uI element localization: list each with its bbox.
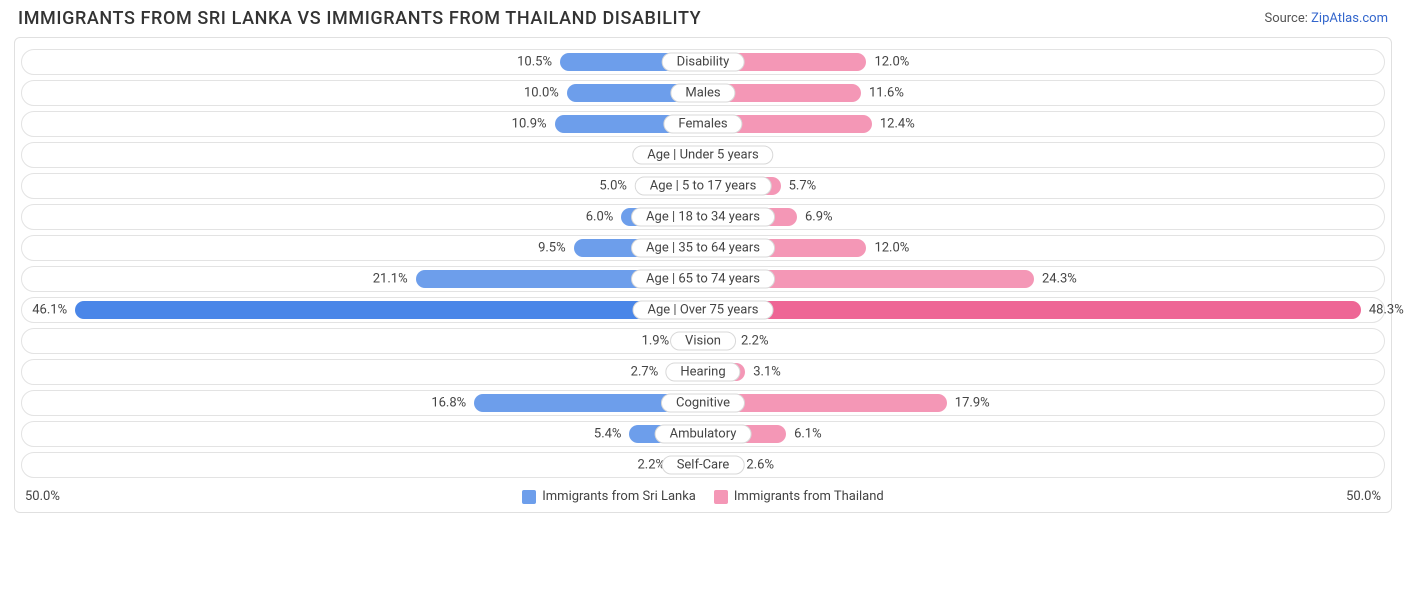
category-label: Cognitive <box>661 394 745 413</box>
category-label: Age | 5 to 17 years <box>635 177 772 196</box>
legend-swatch-right <box>714 490 728 504</box>
value-left: 10.5% <box>517 55 552 70</box>
chart-row: 9.5% 12.0% Age | 35 to 64 years <box>21 235 1385 261</box>
legend-swatch-left <box>522 490 536 504</box>
chart-row: 10.0% 11.6% Males <box>21 80 1385 106</box>
category-label: Females <box>663 115 742 134</box>
source-link[interactable]: ZipAtlas.com <box>1311 11 1388 26</box>
category-label: Disability <box>662 53 745 72</box>
chart-footer: 50.0% Immigrants from Sri Lanka Immigran… <box>21 483 1385 504</box>
value-right: 2.6% <box>746 458 774 473</box>
value-left: 5.4% <box>594 427 622 442</box>
category-label: Age | Over 75 years <box>633 301 774 320</box>
category-label: Self-Care <box>662 456 745 475</box>
axis-right-max: 50.0% <box>1346 489 1381 504</box>
value-right: 6.9% <box>805 210 833 225</box>
chart-row: 46.1%48.3%Age | Over 75 years <box>21 297 1385 323</box>
legend-label-left: Immigrants from Sri Lanka <box>542 489 696 504</box>
value-right: 24.3% <box>1042 272 1077 287</box>
category-label: Hearing <box>665 363 740 382</box>
value-right: 48.3% <box>1369 303 1404 318</box>
value-right: 2.2% <box>741 334 769 349</box>
value-left: 6.0% <box>586 210 614 225</box>
chart-row: 10.9% 12.4% Females <box>21 111 1385 137</box>
category-label: Males <box>670 84 735 103</box>
diverging-bar-chart: 10.5% 12.0% Disability 10.0% 11.6% Males 10.9%… <box>14 37 1392 513</box>
chart-title: IMMIGRANTS FROM SRI LANKA VS IMMIGRANTS … <box>18 8 701 29</box>
chart-row: 6.0% 6.9% Age | 18 to 34 years <box>21 204 1385 230</box>
value-left: 5.0% <box>599 179 627 194</box>
category-label: Age | 18 to 34 years <box>631 208 775 227</box>
chart-row: 2.2%2.6%Self-Care <box>21 452 1385 478</box>
bar-left <box>75 301 703 319</box>
chart-row: 21.1% 24.3% Age | 65 to 74 years <box>21 266 1385 292</box>
chart-row: 10.5% 12.0% Disability <box>21 49 1385 75</box>
category-label: Vision <box>670 332 736 351</box>
legend-item-left: Immigrants from Sri Lanka <box>522 489 696 504</box>
value-right: 17.9% <box>955 396 990 411</box>
chart-row: 1.1%1.2%Age | Under 5 years <box>21 142 1385 168</box>
value-left: 46.1% <box>32 303 67 318</box>
chart-row: 16.8% 17.9% Cognitive <box>21 390 1385 416</box>
category-label: Ambulatory <box>655 425 752 444</box>
category-label: Age | Under 5 years <box>632 146 773 165</box>
value-left: 2.7% <box>631 365 659 380</box>
chart-row: 1.9% 2.2% Vision <box>21 328 1385 354</box>
value-right: 12.0% <box>874 55 909 70</box>
value-right: 5.7% <box>789 179 817 194</box>
legend-label-right: Immigrants from Thailand <box>734 489 884 504</box>
value-right: 3.1% <box>753 365 781 380</box>
source-prefix: Source: <box>1264 11 1311 26</box>
value-left: 1.9% <box>642 334 670 349</box>
value-right: 6.1% <box>794 427 822 442</box>
chart-source: Source: ZipAtlas.com <box>1264 11 1388 26</box>
chart-rows: 10.5% 12.0% Disability 10.0% 11.6% Males 10.9%… <box>21 49 1385 478</box>
value-right: 12.4% <box>880 117 915 132</box>
axis-left-max: 50.0% <box>25 489 60 504</box>
chart-header: IMMIGRANTS FROM SRI LANKA VS IMMIGRANTS … <box>0 0 1406 33</box>
value-left: 10.0% <box>524 86 559 101</box>
category-label: Age | 35 to 64 years <box>631 239 775 258</box>
value-left: 16.8% <box>431 396 466 411</box>
value-right: 12.0% <box>874 241 909 256</box>
legend: Immigrants from Sri Lanka Immigrants fro… <box>522 489 884 504</box>
legend-item-right: Immigrants from Thailand <box>714 489 884 504</box>
value-left: 9.5% <box>538 241 566 256</box>
chart-row: 2.7% 3.1% Hearing <box>21 359 1385 385</box>
value-left: 10.9% <box>512 117 547 132</box>
chart-row: 5.0% 5.7% Age | 5 to 17 years <box>21 173 1385 199</box>
bar-right <box>703 301 1361 319</box>
category-label: Age | 65 to 74 years <box>631 270 775 289</box>
chart-row: 5.4% 6.1% Ambulatory <box>21 421 1385 447</box>
value-left: 21.1% <box>373 272 408 287</box>
value-right: 11.6% <box>869 86 904 101</box>
